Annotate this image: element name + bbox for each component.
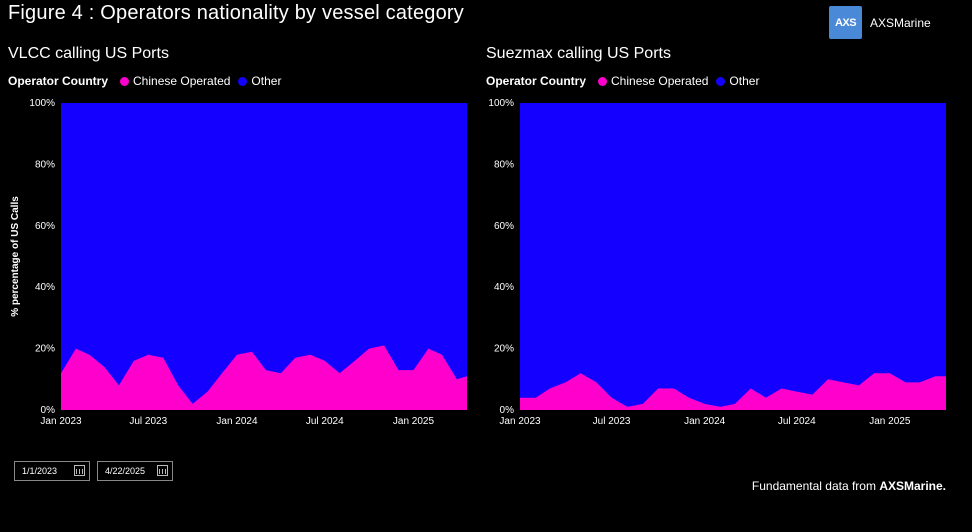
footer-source: Fundamental data from AXSMarine. bbox=[752, 479, 946, 493]
chart-suezmax: 0% 20% 40% 60% 80% 100% Jan 2023 Jul 2023 Jan 20… bbox=[488, 98, 946, 427]
y-tick-label: 0% bbox=[500, 405, 515, 416]
y-tick-label: 40% bbox=[35, 282, 55, 293]
legend-suezmax: Operator Country Chinese Operated Other bbox=[486, 74, 759, 88]
x-tick-label: Jul 2024 bbox=[306, 416, 344, 427]
legend-marker-chinese bbox=[120, 76, 130, 86]
y-tick-label: 20% bbox=[494, 344, 514, 355]
calendar-icon[interactable] bbox=[157, 465, 168, 476]
area-series-other bbox=[61, 103, 467, 410]
brand-name: AXSMarine bbox=[870, 15, 931, 30]
area-series-other bbox=[520, 103, 946, 410]
legend-label-chinese: Chinese Operated bbox=[611, 74, 709, 88]
x-tick-label: Jul 2023 bbox=[129, 416, 167, 427]
legend-marker-other bbox=[716, 76, 726, 86]
footer-prefix: Fundamental data from bbox=[751, 479, 880, 493]
figure-title: Figure 4 : Operators nationality by vess… bbox=[8, 2, 464, 24]
area-series-chinese-operated bbox=[520, 373, 946, 410]
x-tick-label: Jan 2023 bbox=[499, 416, 541, 427]
chart-vlcc: 0% 20% 40% 60% 80% 100% Jan 2023 Jul 2023 Jan 20… bbox=[10, 98, 467, 427]
y-tick-label: 80% bbox=[35, 159, 55, 170]
y-tick-label: 20% bbox=[35, 344, 55, 355]
legend-label-other: Other bbox=[729, 74, 760, 88]
y-tick-label: 60% bbox=[494, 221, 514, 232]
y-tick-label: 40% bbox=[494, 282, 514, 293]
legend-title: Operator Country bbox=[8, 74, 109, 88]
footer-brand: AXSMarine. bbox=[879, 479, 946, 493]
x-tick-label: Jul 2023 bbox=[593, 416, 631, 427]
x-tick-label: Jul 2024 bbox=[778, 416, 816, 427]
start-date-input[interactable]: 1/1/2023 bbox=[14, 461, 90, 481]
chart-title-vlcc: VLCC calling US Ports bbox=[8, 45, 169, 62]
y-tick-label: 60% bbox=[35, 221, 55, 232]
legend-marker-other bbox=[238, 76, 248, 86]
y-tick-label: 100% bbox=[29, 98, 55, 109]
end-date-value: 4/22/2025 bbox=[105, 466, 146, 476]
legend-vlcc: Operator Country Chinese Operated Other bbox=[8, 74, 281, 88]
start-date-value: 1/1/2023 bbox=[22, 466, 58, 476]
y-tick-label: 80% bbox=[494, 159, 514, 170]
y-axis-label: % percentage of US Calls bbox=[10, 196, 21, 317]
end-date-input[interactable]: 4/22/2025 bbox=[97, 461, 173, 481]
legend-title: Operator Country bbox=[486, 74, 587, 88]
legend-marker-chinese bbox=[598, 76, 608, 86]
area-series-chinese-operated bbox=[61, 345, 467, 410]
x-tick-label: Jan 2024 bbox=[216, 416, 258, 427]
brand-logo: AXS AXSMarine bbox=[829, 6, 931, 39]
x-tick-label: Jan 2025 bbox=[869, 416, 911, 427]
legend-label-other: Other bbox=[251, 74, 282, 88]
legend-label-chinese: Chinese Operated bbox=[133, 74, 231, 88]
x-tick-label: Jan 2023 bbox=[40, 416, 82, 427]
x-tick-label: Jan 2024 bbox=[684, 416, 726, 427]
axs-logo-icon: AXS bbox=[829, 6, 862, 39]
chart-title-suezmax: Suezmax calling US Ports bbox=[486, 45, 671, 62]
y-tick-label: 0% bbox=[41, 405, 56, 416]
calendar-icon[interactable] bbox=[74, 465, 85, 476]
y-tick-label: 100% bbox=[488, 98, 514, 109]
x-tick-label: Jan 2025 bbox=[393, 416, 435, 427]
